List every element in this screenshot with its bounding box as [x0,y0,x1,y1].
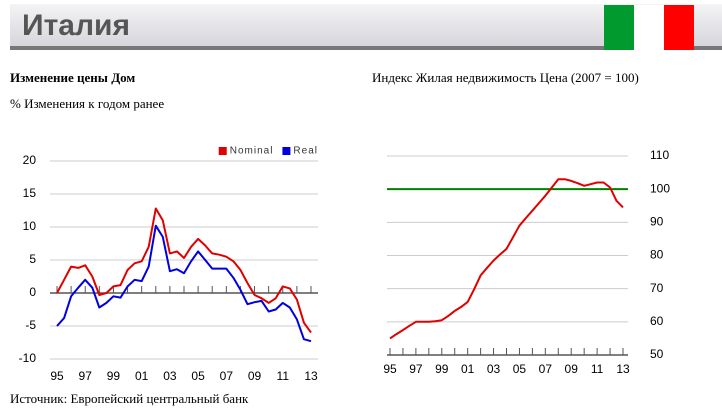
series-line [56,207,312,334]
x-tick-label: 95 [383,362,397,376]
x-tick-label: 01 [461,362,475,376]
legend-label: Real [293,146,318,157]
chart-subtitle: % Изменения к годом ранее [10,96,164,111]
x-tick-label: 95 [50,369,64,383]
legend-swatch [218,147,227,155]
y-tick-label: 60 [650,314,664,328]
x-tick-label: 13 [616,362,630,376]
x-tick-label: 01 [135,369,149,383]
series-line [389,178,624,340]
x-tick-label: 03 [163,369,177,383]
x-tick-label: 99 [435,362,449,376]
x-tick-label: 07 [220,369,234,383]
x-tick-label: 97 [409,362,423,376]
x-tick-label: 11 [277,369,290,383]
y-tick-label: 20 [23,153,37,167]
y-tick-label: 5 [29,252,36,266]
x-tick-label: 05 [191,369,205,383]
y-tick-label: 90 [650,215,664,229]
legend-swatch [282,147,291,155]
x-tick-label: 07 [539,362,553,376]
y-tick-label: 15 [23,186,37,200]
chart-title: Индекс Жилая недвижимость Цена (2007 = 1… [372,70,639,85]
source-note: Источник: Европейский центральный банк [10,391,249,406]
x-tick-label: 13 [304,369,318,383]
x-tick-label: 09 [565,362,579,376]
chart-title: Изменение цены Дом [10,70,135,85]
x-tick-label: 03 [487,362,501,376]
x-tick-label: 99 [107,369,121,383]
x-tick-label: 11 [591,362,604,376]
y-tick-label: 70 [650,281,664,295]
x-tick-label: 09 [248,369,262,383]
y-tick-label: -5 [25,318,36,332]
y-tick-label: -10 [19,351,37,365]
y-tick-label: 10 [23,219,37,233]
y-tick-label: 110 [650,148,669,162]
y-tick-label: 100 [650,181,670,195]
flag [604,5,694,50]
header-rule [10,46,722,50]
x-tick-label: 05 [513,362,527,376]
y-tick-label: 50 [650,347,664,361]
x-tick-label: 97 [79,369,93,383]
page-title: Италия [22,9,130,42]
legend-label: Nominal [230,146,274,157]
header-band [10,4,722,46]
y-tick-label: 0 [29,285,36,299]
y-tick-label: 80 [650,248,664,262]
series-line [56,224,312,343]
